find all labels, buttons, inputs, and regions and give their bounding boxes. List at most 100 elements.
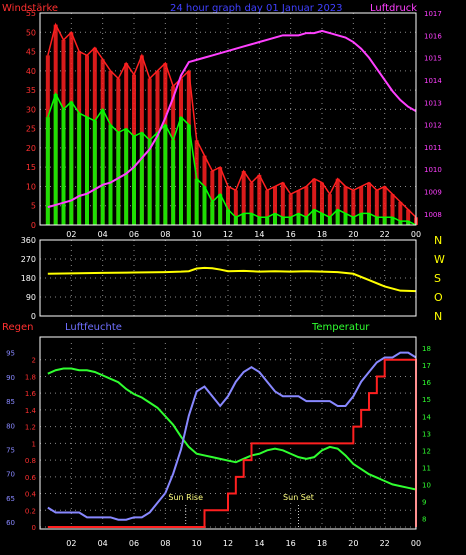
rain-tick-label: 0 [32, 524, 36, 532]
p3-x-tick-label: 18 [317, 539, 327, 548]
p3-series-luftfeuchte [47, 351, 417, 521]
rain-tick-label: 1.2 [25, 424, 36, 432]
p1-x-tick-label: 16 [286, 230, 296, 239]
p3-x-tick-label: 06 [129, 539, 139, 548]
temp-tick-label: 12 [422, 447, 431, 455]
humidity-tick-label: 90 [6, 374, 15, 382]
wind-axis-label: Windstärke [2, 3, 58, 14]
p1-series-luftdruck [47, 29, 417, 209]
pressure-tick-label: 1009 [424, 189, 442, 197]
temp-tick-label: 14 [422, 413, 431, 421]
pressure-axis-label: Luftdruck [370, 3, 417, 14]
temp-tick-label: 10 [422, 481, 431, 489]
rain-tick-label: 0.2 [25, 507, 36, 515]
p3-x-tick-label: 10 [192, 539, 202, 548]
p3-x-tick-label: 00 [411, 539, 421, 548]
humidity-tick-label: 85 [6, 398, 15, 406]
panel1-frame [39, 12, 417, 226]
wind-tick-label: 45 [26, 48, 36, 57]
humidity-tick-label: 80 [6, 422, 15, 430]
rain-humidity-temp-panel: Regen Luftfeuchte Temperatur 0 0.2 0.4 0.6 0… [2, 322, 431, 548]
compass-label: N [434, 234, 442, 247]
wind-tick-label: 30 [26, 105, 36, 114]
wind-tick-label: 35 [26, 86, 36, 95]
p3-x-tick-label: 08 [160, 539, 170, 548]
rain-tick-label: 1.4 [25, 407, 37, 415]
pressure-tick-label: 1008 [424, 211, 442, 219]
p1-x-tick-label: 18 [317, 230, 327, 239]
p1-x-tick-label: 10 [192, 230, 202, 239]
wind-pressure-panel: Windstärke 24 hour graph day 01 Januar 2… [2, 3, 442, 239]
humidity-tick-label: 65 [6, 495, 15, 503]
panel2-frame [39, 239, 417, 317]
temp-tick-label: 11 [422, 464, 431, 472]
wind-tick-label: 25 [26, 125, 36, 134]
direction-tick-label: 0 [31, 312, 36, 321]
rain-tick-label: 0.4 [25, 491, 37, 499]
p1-x-tick-label: 20 [348, 230, 358, 239]
direction-tick-label: 180 [21, 274, 36, 283]
pressure-tick-label: 1013 [424, 99, 442, 107]
rain-tick-label: 2 [32, 357, 36, 365]
p1-x-tick-label: 04 [98, 230, 108, 239]
compass-label: O [434, 291, 443, 304]
wind-tick-label: 10 [26, 182, 36, 191]
sun-annotation: Sun Rise [168, 493, 203, 502]
p1-x-tick-label: 00 [411, 230, 421, 239]
sun-annotation: Sun Set [283, 493, 314, 502]
compass-label: S [434, 272, 441, 285]
temp-tick-label: 17 [422, 362, 431, 370]
rain-tick-label: 0.6 [25, 474, 37, 482]
temperature-axis-label: Temperatur [311, 322, 370, 333]
wind-tick-label: 15 [26, 163, 36, 172]
p1-x-tick-label: 06 [129, 230, 139, 239]
chart-title: 24 hour graph day 01 Januar 2023 [170, 3, 343, 14]
p1-x-tick-label: 12 [223, 230, 233, 239]
direction-tick-label: 270 [21, 255, 36, 264]
rain-axis-label: Regen [2, 322, 34, 333]
p3-x-tick-label: 14 [254, 539, 264, 548]
direction-tick-label: 360 [21, 236, 36, 245]
humidity-tick-label: 95 [6, 350, 15, 358]
panel3-frame [39, 336, 417, 530]
pressure-tick-label: 1010 [424, 166, 442, 174]
p2-series-windrichtung [47, 266, 417, 293]
wind-tick-label: 20 [26, 144, 36, 153]
pressure-tick-label: 1014 [424, 77, 442, 85]
wind-tick-label: 5 [31, 202, 36, 211]
wind-tick-label: 55 [26, 9, 36, 18]
pressure-tick-label: 1015 [424, 55, 442, 63]
rain-tick-label: 1 [32, 440, 36, 448]
temp-tick-label: 15 [422, 396, 431, 404]
temp-tick-label: 18 [422, 345, 431, 353]
p3-x-tick-label: 20 [348, 539, 358, 548]
wind-tick-label: 40 [26, 67, 36, 76]
pressure-tick-label: 1017 [424, 10, 442, 18]
temp-tick-label: 8 [422, 515, 426, 523]
p3-series-temperatur [47, 367, 417, 491]
p1-x-tick-label: 22 [380, 230, 390, 239]
temp-tick-label: 16 [422, 379, 431, 387]
p1-x-tick-label: 08 [160, 230, 170, 239]
p1-series-windböen [47, 92, 417, 226]
pressure-tick-label: 1016 [424, 32, 442, 40]
compass-label: N [434, 310, 442, 323]
humidity-axis-label: Luftfeuchte [65, 322, 122, 333]
p3-x-tick-label: 22 [380, 539, 390, 548]
pressure-tick-label: 1011 [424, 144, 442, 152]
rain-tick-label: 0.8 [25, 457, 36, 465]
wind-tick-label: 50 [26, 28, 36, 37]
p1-x-tick-label: 02 [66, 230, 76, 239]
p3-x-tick-label: 04 [98, 539, 108, 548]
compass-label: W [434, 253, 445, 266]
p3-x-tick-label: 02 [66, 539, 76, 548]
rain-tick-label: 1.6 [25, 390, 37, 398]
p3-series-regen [47, 358, 417, 528]
p1-series-windstärke [47, 22, 417, 218]
p3-x-tick-label: 12 [223, 539, 233, 548]
direction-tick-label: 90 [26, 293, 36, 302]
pressure-tick-label: 1012 [424, 122, 442, 130]
p1-x-tick-label: 14 [254, 230, 264, 239]
